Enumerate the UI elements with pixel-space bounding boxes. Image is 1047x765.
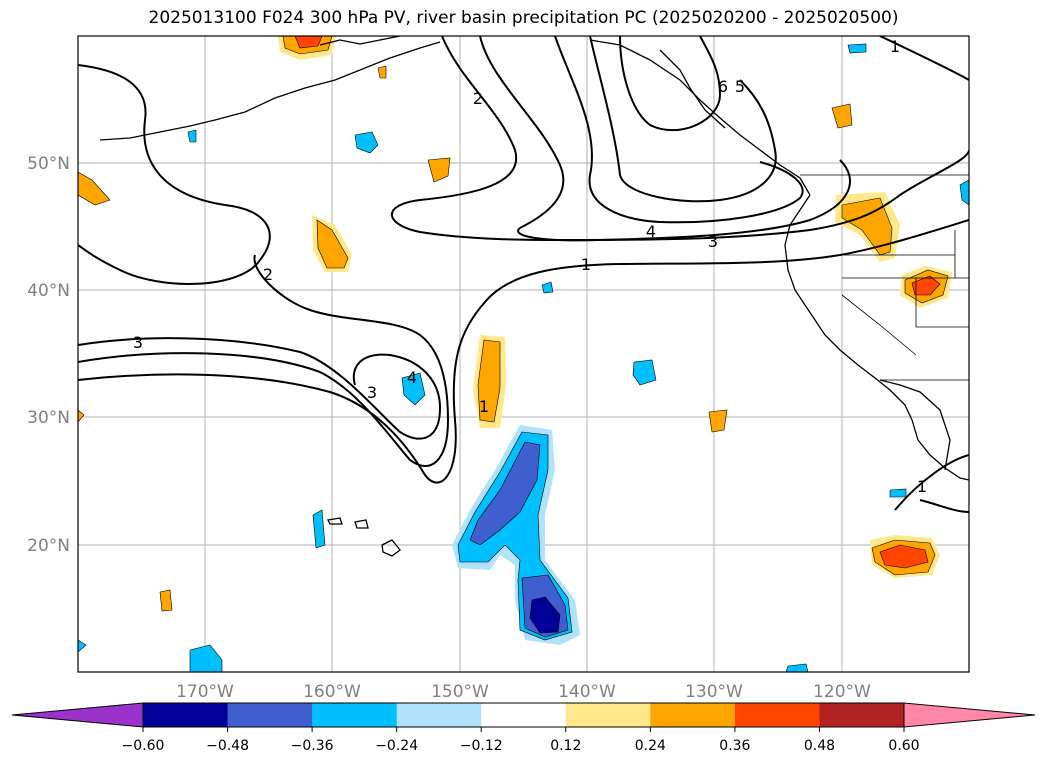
- contour-label: 2: [473, 89, 483, 108]
- colorbar: −0.60 −0.48 −0.36 −0.24 −0.12 0.12 0.24 0.36 0.4…: [11, 702, 1036, 754]
- lon-tick-label: 130°W: [685, 682, 743, 702]
- colorbar-bin: [481, 703, 567, 727]
- coastlines: [99, 36, 969, 557]
- colorbar-extend-max: [903, 702, 1036, 728]
- colorbar-extend-min: [11, 702, 144, 728]
- lon-tick-label: 140°W: [558, 682, 616, 702]
- map-frame: [77, 35, 970, 673]
- colorbar-tick-label: −0.36: [291, 738, 334, 754]
- gridlines: [78, 36, 969, 672]
- negative-anomaly-core-2: [469, 441, 541, 546]
- colorbar-bin: [227, 703, 313, 727]
- colorbar-bin: [143, 703, 229, 727]
- contour-label: 1: [479, 397, 489, 416]
- contour-label: 3: [133, 333, 143, 352]
- contour-label: 3: [708, 232, 718, 251]
- precip-shading: [78, 36, 969, 672]
- negative-anomaly-peak: [529, 596, 561, 634]
- colorbar-tick-label: 0.48: [804, 738, 835, 754]
- lon-tick-label: 120°W: [813, 682, 871, 702]
- contour-label: 6: [718, 77, 728, 96]
- lon-tick-label: 160°W: [303, 682, 361, 702]
- contour-label: 3: [367, 383, 377, 402]
- contour-label: 4: [407, 368, 417, 387]
- lon-tick-labels: 170°W 160°W 150°W 140°W 130°W 120°W: [176, 682, 871, 702]
- colorbar-tick-label: 0.24: [635, 738, 666, 754]
- colorbar-bin: [565, 703, 651, 727]
- contour-label: 1: [890, 37, 900, 56]
- map-title: 2025013100 F024 300 hPa PV, river basin …: [148, 8, 899, 28]
- contour-label: 4: [646, 222, 656, 241]
- contour-labels: 1 2 2 3 3 3 4 4 5 6 1 1 1: [133, 37, 927, 496]
- colorbar-tick-label: −0.60: [122, 738, 165, 754]
- lat-tick-label: 20°N: [27, 536, 70, 556]
- contour-label: 5: [735, 77, 745, 96]
- contour-label: 1: [581, 255, 591, 274]
- lon-tick-label: 170°W: [176, 682, 234, 702]
- lat-tick-label: 30°N: [27, 408, 70, 428]
- colorbar-bin: [819, 703, 905, 727]
- colorbar-bin: [650, 703, 736, 727]
- colorbar-bin: [734, 703, 820, 727]
- colorbar-tick-label: −0.12: [460, 738, 503, 754]
- colorbar-tick-label: 0.12: [550, 738, 581, 754]
- lat-tick-label: 50°N: [27, 154, 70, 174]
- pv-contours: [78, 36, 969, 513]
- contour-label: 2: [263, 265, 273, 284]
- colorbar-bin: [312, 703, 398, 727]
- colorbar-tick-label: 0.60: [888, 738, 919, 754]
- colorbar-tick-label: 0.36: [719, 738, 750, 754]
- colorbar-tick-label: −0.48: [206, 738, 249, 754]
- colorbar-tick-label: −0.24: [375, 738, 418, 754]
- contour-label: 1: [917, 477, 927, 496]
- colorbar-bin: [396, 703, 482, 727]
- lat-tick-label: 40°N: [27, 281, 70, 301]
- map-panel: 1 2 2 3 3 3 4 4 5 6 1 1 1: [78, 36, 969, 672]
- political-borders: [800, 174, 969, 381]
- lat-tick-labels: 50°N 40°N 30°N 20°N: [27, 154, 70, 556]
- lon-tick-label: 150°W: [431, 682, 489, 702]
